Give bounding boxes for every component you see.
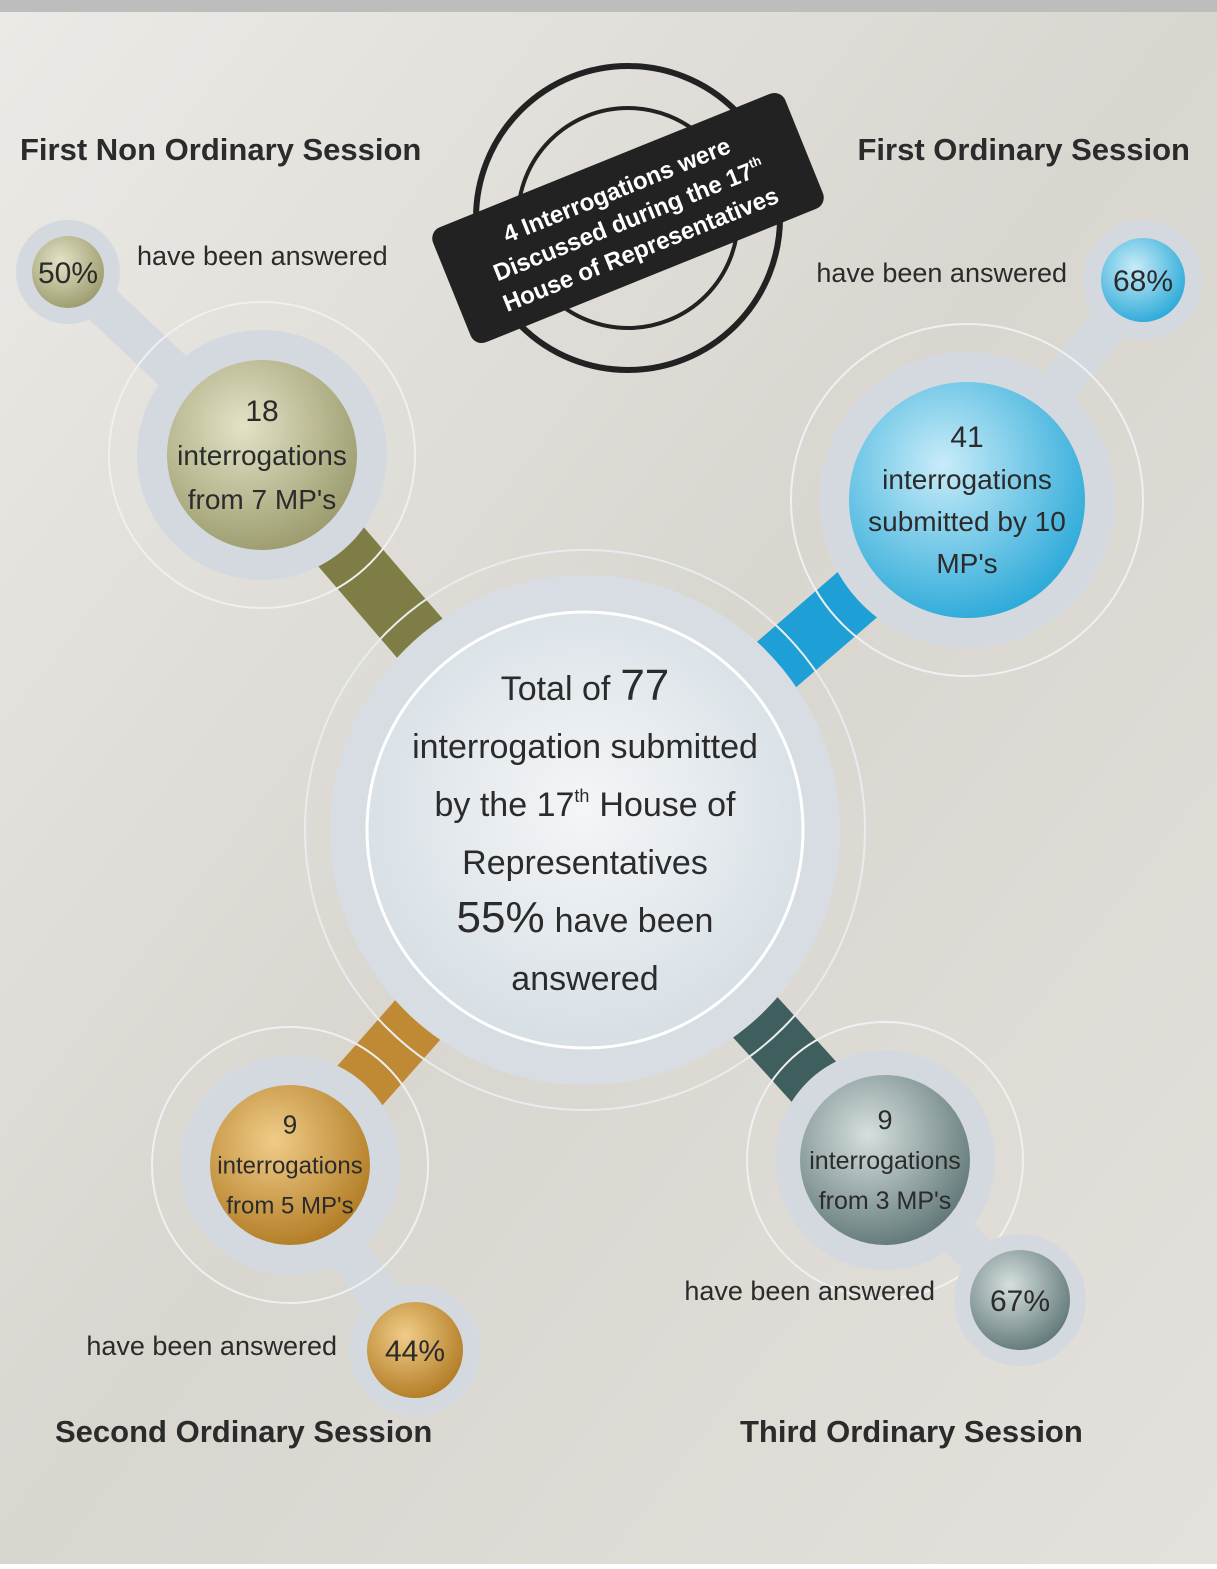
percent: 50%: [38, 257, 98, 290]
answered-text: have been answered: [684, 1276, 935, 1306]
center-text: House of: [599, 786, 736, 824]
count-detail: submitted by 10: [868, 506, 1066, 537]
page: First Non Ordinary Session have been answ…: [0, 0, 1217, 1564]
count-detail: interrogations: [882, 464, 1052, 495]
answered-text: have been answered: [86, 1331, 337, 1361]
count: 9: [283, 1109, 297, 1139]
percent: 67%: [990, 1285, 1050, 1318]
session-title: Third Ordinary Session: [740, 1414, 1083, 1449]
count-detail: from 5 MP's: [226, 1192, 353, 1219]
percent: 44%: [385, 1335, 445, 1368]
center-text: have been: [555, 902, 714, 940]
answered-text: have been answered: [816, 258, 1067, 288]
bubble: [849, 382, 1085, 618]
count-detail: interrogations: [809, 1147, 960, 1175]
count-detail: from 3 MP's: [819, 1187, 952, 1215]
infographic: First Non Ordinary Session have been answ…: [0, 0, 1217, 1564]
session-title: First Ordinary Session: [858, 132, 1191, 167]
count: 41: [950, 421, 983, 454]
center-line: interrogation submitted: [412, 728, 758, 766]
count-detail: MP's: [936, 548, 997, 579]
center-prefix: Total of: [501, 670, 611, 708]
answered-text: have been answered: [137, 241, 388, 271]
session-title: First Non Ordinary Session: [20, 132, 421, 167]
count-detail: interrogations: [177, 440, 347, 471]
center-line: answered: [511, 960, 658, 998]
percent: 68%: [1113, 265, 1173, 298]
count: 18: [245, 395, 278, 428]
session-title: Second Ordinary Session: [55, 1414, 432, 1449]
count: 9: [877, 1105, 892, 1135]
center-percent: 55%: [457, 893, 545, 942]
count-detail: from 7 MP's: [188, 484, 336, 515]
center-text: by the 17: [435, 786, 575, 824]
center-total: 77: [620, 661, 669, 710]
count-detail: interrogations: [217, 1152, 362, 1179]
top-bar: [0, 0, 1217, 12]
center-line: Representatives: [462, 844, 708, 882]
superscript: th: [574, 786, 589, 806]
